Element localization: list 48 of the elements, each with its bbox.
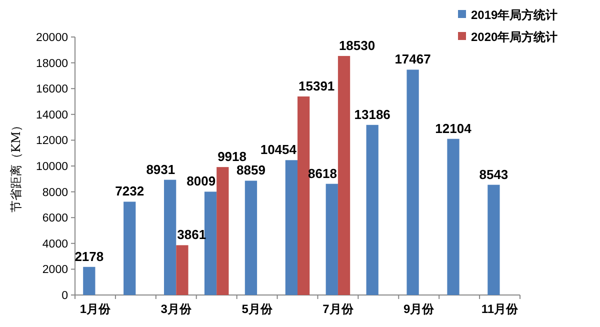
bar [326, 184, 338, 295]
bar [244, 180, 258, 295]
y-tick-label: 10000 [36, 161, 68, 173]
data-label: 13186 [354, 106, 390, 122]
bar [285, 160, 298, 295]
data-label: 7232 [115, 184, 144, 199]
y-tick-label: 18000 [36, 58, 68, 70]
bar [176, 245, 188, 295]
y-tick-label: 4000 [42, 238, 68, 250]
data-label: 2178 [74, 248, 104, 264]
y-tick-label: 20000 [36, 32, 68, 44]
x-tick-label: 5月份 [242, 302, 274, 316]
y-tick-label: 14000 [36, 109, 68, 122]
data-label: 9918 [218, 149, 247, 164]
bar [406, 70, 419, 295]
data-label: 8859 [236, 162, 266, 178]
y-tick-label: 16000 [36, 84, 68, 96]
data-label: 8009 [186, 174, 216, 189]
y-tick-label: 6000 [42, 212, 68, 225]
data-label: 8931 [146, 162, 176, 177]
data-label: 17467 [394, 52, 431, 67]
data-label: 8543 [479, 166, 508, 182]
legend-label: 2019年局方统计 [471, 8, 558, 22]
data-label: 18530 [338, 38, 376, 53]
bar [204, 192, 217, 295]
x-tick-label: 9月份 [404, 302, 436, 316]
bar [447, 138, 460, 295]
bar [338, 56, 350, 295]
bar [488, 184, 500, 295]
data-label: 12104 [435, 120, 472, 136]
y-tick-label: 12000 [36, 135, 68, 148]
y-tick-label: 0 [62, 290, 68, 302]
y-tick-label: 2000 [42, 264, 68, 276]
data-label: 15391 [298, 78, 335, 94]
x-tick-label: 11月份 [481, 302, 520, 316]
bar [164, 180, 176, 295]
bar [124, 202, 136, 295]
data-label: 10454 [260, 142, 298, 158]
y-tick-label: 8000 [42, 186, 68, 199]
bar [298, 96, 310, 295]
bar [366, 124, 378, 295]
y-axis-title: 节省距离（KM） [9, 119, 23, 213]
legend-label: 2020年局方统计 [471, 30, 558, 44]
x-tick-label: 1月份 [80, 302, 112, 316]
x-tick-label: 3月份 [160, 302, 192, 316]
bar [216, 167, 229, 295]
bar [83, 266, 96, 295]
x-tick-label: 7月份 [322, 302, 354, 316]
